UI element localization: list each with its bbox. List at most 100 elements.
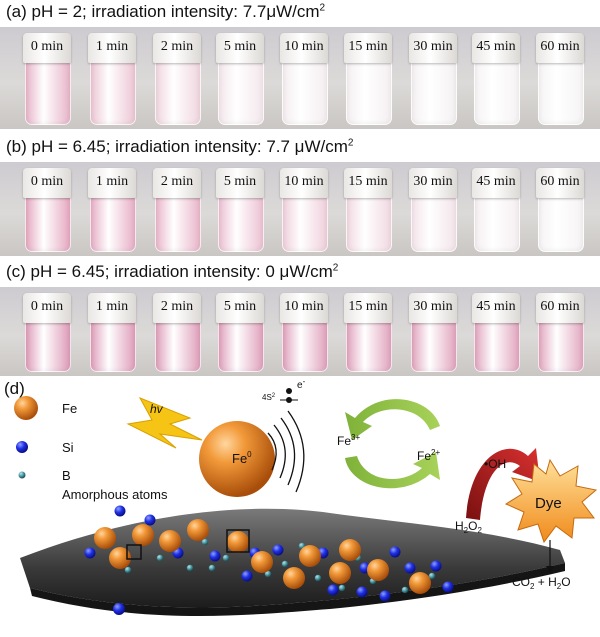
vial-time-label: 1 min bbox=[95, 174, 129, 189]
vial-cap bbox=[88, 33, 136, 63]
vial-liquid bbox=[538, 196, 584, 252]
vial-liquid bbox=[155, 196, 201, 252]
vial: 10 min bbox=[278, 33, 330, 125]
fe0-sphere bbox=[199, 421, 275, 497]
vial-cap bbox=[344, 293, 392, 323]
vial: 5 min bbox=[214, 293, 266, 372]
vial-liquid bbox=[346, 61, 392, 125]
vial-liquid bbox=[155, 321, 201, 372]
vial-liquid bbox=[411, 321, 457, 372]
legend-b-label: B bbox=[62, 468, 71, 483]
vial: 15 min bbox=[342, 293, 394, 372]
fe3-label: Fe3+ bbox=[337, 433, 360, 448]
electron-label: e- bbox=[297, 378, 306, 391]
vial: 2 min bbox=[151, 168, 203, 252]
vial: 15 min bbox=[342, 168, 394, 252]
b-atom bbox=[156, 554, 164, 562]
vial-time-label: 30 min bbox=[413, 299, 453, 314]
b-atom bbox=[264, 570, 272, 578]
fe-atom bbox=[339, 539, 361, 561]
electron-dot-lower bbox=[286, 397, 292, 403]
si-atom bbox=[404, 562, 416, 574]
si-atom bbox=[442, 581, 454, 593]
vial-cap bbox=[344, 33, 392, 63]
b-atom bbox=[208, 564, 216, 572]
vial: 2 min bbox=[151, 293, 203, 372]
legend-si-marker bbox=[16, 441, 28, 453]
vial-cap bbox=[472, 293, 520, 323]
vial-liquid bbox=[538, 61, 584, 125]
vial-time-label: 0 min bbox=[30, 299, 64, 314]
vial-cap bbox=[536, 293, 584, 323]
vial-cap bbox=[472, 168, 520, 198]
vial-cap bbox=[216, 293, 264, 323]
orbital-label: 4S2 bbox=[262, 393, 276, 402]
fe-atom bbox=[329, 562, 351, 584]
fe-atom bbox=[159, 530, 181, 552]
vial-time-label: 30 min bbox=[413, 39, 453, 54]
b-atom bbox=[314, 574, 322, 582]
products-label: CO2 + H2O bbox=[512, 575, 571, 591]
vial: 30 min bbox=[407, 33, 459, 125]
panel-a-photo: 0 min 1 min 2 min 5 min 10 min 15 min 30 min 45… bbox=[0, 27, 600, 129]
vial-time-label: 5 min bbox=[223, 39, 257, 54]
h2o2-label: H2O2 bbox=[455, 519, 482, 535]
vial: 1 min bbox=[86, 168, 138, 252]
si-atom bbox=[209, 550, 221, 562]
vial-liquid bbox=[538, 321, 584, 372]
vial-cap bbox=[153, 168, 201, 198]
vial-liquid bbox=[155, 61, 201, 125]
vial-time-label: 1 min bbox=[95, 39, 129, 54]
vial-liquid bbox=[411, 61, 457, 125]
mechanism-diagram: (d) Fe Si B Amorphous atoms hv Fe0 4S2 e bbox=[4, 378, 598, 617]
vial: 45 min bbox=[470, 293, 522, 372]
vial: 5 min bbox=[214, 168, 266, 252]
vial: 45 min bbox=[470, 168, 522, 252]
b-atom bbox=[222, 554, 230, 562]
vial: 60 min bbox=[534, 168, 586, 252]
vial-liquid bbox=[346, 196, 392, 252]
vial: 1 min bbox=[86, 293, 138, 372]
vial-liquid bbox=[90, 321, 136, 372]
legend-fe-marker bbox=[14, 396, 38, 420]
fe-atom bbox=[94, 527, 116, 549]
vial-cap bbox=[216, 168, 264, 198]
vial-time-label: 30 min bbox=[413, 174, 453, 189]
green-cycle-arrows bbox=[345, 399, 440, 489]
si-atom bbox=[327, 584, 339, 596]
highlight-fe-box bbox=[226, 529, 250, 553]
ribbon-atoms bbox=[84, 505, 454, 602]
vial-time-label: 60 min bbox=[540, 299, 580, 314]
vial: 2 min bbox=[151, 33, 203, 125]
amorphous-ribbon bbox=[20, 508, 565, 617]
fe-atom bbox=[409, 572, 431, 594]
vial: 30 min bbox=[407, 293, 459, 372]
si-atom bbox=[379, 590, 391, 602]
vial-liquid bbox=[90, 61, 136, 125]
red-arrow bbox=[466, 448, 540, 520]
fe0-label: Fe0 bbox=[232, 450, 252, 466]
vial-time-label: 2 min bbox=[160, 299, 194, 314]
vial-cap bbox=[536, 33, 584, 63]
panel-a-title: (a) pH = 2; irradiation intensity: 7.7μW… bbox=[6, 2, 326, 21]
vial-time-label: 45 min bbox=[476, 299, 516, 314]
vial: 0 min bbox=[21, 33, 73, 125]
vial-cap bbox=[23, 293, 71, 323]
vial: 0 min bbox=[21, 293, 73, 372]
si-atom bbox=[389, 546, 401, 558]
vial-liquid bbox=[411, 196, 457, 252]
vial: 10 min bbox=[278, 168, 330, 252]
fe-atom bbox=[187, 519, 209, 541]
vial-liquid bbox=[346, 321, 392, 372]
emission-waves bbox=[267, 410, 305, 493]
vial-liquid bbox=[474, 196, 520, 252]
lightning-bolt-icon bbox=[126, 397, 203, 449]
b-atom bbox=[281, 560, 289, 568]
vial-time-label: 10 min bbox=[284, 299, 324, 314]
dye-label: Dye bbox=[535, 495, 562, 512]
vial-time-label: 1 min bbox=[95, 299, 129, 314]
vial-cap bbox=[409, 33, 457, 63]
vial-liquid bbox=[25, 321, 71, 372]
vial-liquid bbox=[474, 61, 520, 125]
b-atom bbox=[338, 584, 346, 592]
